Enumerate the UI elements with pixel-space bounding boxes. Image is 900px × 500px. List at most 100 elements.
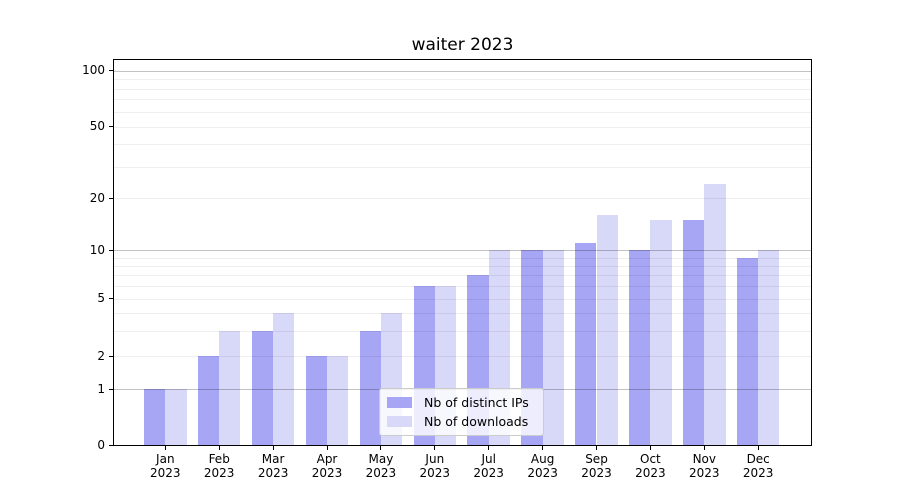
x-tick-label: Jan 2023 [135,452,195,480]
x-tick [488,446,490,450]
y-tick [109,388,113,390]
bar-distinct-ips-may [359,330,381,446]
gridline-minor [114,257,811,259]
x-tick-label: Nov 2023 [674,452,734,480]
bar-distinct-ips-feb [197,356,220,446]
x-tick-year: 2023 [419,465,451,480]
x-tick-label: Feb 2023 [189,452,249,480]
y-tick [109,355,113,357]
x-tick-year: 2023 [527,465,558,480]
x-tick-month: Oct [640,452,661,466]
x-tick-label: Mar 2023 [243,452,303,480]
bar-distinct-ips-nov [683,219,705,446]
y-tick [109,70,113,72]
x-tick-month: Nov [692,452,716,466]
y-tick-label: 5 [97,291,105,306]
x-tick-month: Sep [585,452,608,466]
x-tick-month: Mar [261,452,285,466]
x-tick-label: Sep 2023 [567,452,627,480]
x-tick-year: 2023 [635,465,666,480]
gridline-minor [114,126,811,128]
y-tick [109,197,113,199]
bar-distinct-ips-apr [305,356,327,446]
x-tick-label: Apr 2023 [297,452,357,480]
bar-distinct-ips-oct [629,250,651,446]
bar-distinct-ips-jan [144,389,166,446]
x-tick-month: May [368,452,394,466]
gridline-minor [114,166,811,168]
x-tick [703,446,705,450]
x-tick-month: Apr [316,452,338,466]
bar-downloads-mar [273,312,295,446]
x-tick-year: 2023 [365,465,397,480]
gridline-minor [114,356,811,358]
y-tick-label: 100 [82,63,105,78]
x-tick-year: 2023 [581,465,612,480]
legend-swatch-downloads [387,416,412,427]
y-tick-label: 50 [89,119,105,133]
x-tick [434,446,436,450]
bar-distinct-ips-sep [575,243,597,446]
x-tick-year: 2023 [689,465,720,480]
x-tick-label: Aug 2023 [513,452,573,480]
x-tick-year: 2023 [311,465,343,480]
x-tick-month: Dec [746,452,770,466]
chart-title: waiter 2023 [411,35,514,55]
y-tick [109,249,113,251]
y-tick [109,126,113,127]
x-tick-month: Jan [156,452,175,466]
y-tick [109,298,113,300]
gridline-minor [114,88,811,90]
x-tick-label: Dec 2023 [728,452,788,480]
x-tick-month: Aug [530,452,555,466]
gridline-minor [114,286,811,287]
bar-downloads-aug [542,250,564,446]
gridline-minor [114,99,811,101]
gridline-minor [114,79,811,81]
legend: Nb of distinct IPs Nb of downloads [379,388,544,436]
y-tick-label: 1 [97,381,105,396]
legend-label-distinct-ips: Nb of distinct IPs [424,395,529,410]
gridline-minor [114,330,811,332]
gridline-minor [114,298,811,300]
x-tick [272,446,274,450]
x-tick [326,446,328,450]
x-tick [596,446,597,450]
bar-downloads-sep [596,215,618,446]
gridline-minor [114,312,811,314]
legend-swatch-distinct-ips [387,397,412,408]
gridline-minor [114,265,811,267]
y-tick-label: 10 [89,242,105,257]
x-tick [164,446,166,450]
y-tick-label: 0 [97,437,105,452]
x-tick [542,446,544,450]
bar-downloads-dec [758,250,780,446]
bar-downloads-feb [219,330,241,446]
x-tick [757,446,759,450]
gridline-minor [114,111,811,113]
x-tick-year: 2023 [473,465,504,480]
x-tick [380,446,382,450]
plot-border [113,59,812,446]
legend-item-downloads: Nb of downloads [387,414,535,429]
x-tick-label: Oct 2023 [620,452,680,480]
x-tick [649,446,651,450]
x-tick-label: May 2023 [351,452,411,480]
gridline-minor [114,275,811,277]
bar-downloads-apr [327,356,349,446]
bar-downloads-nov [704,184,726,446]
legend-label-downloads: Nb of downloads [424,414,529,429]
legend-item-distinct-ips: Nb of distinct IPs [387,395,535,410]
x-tick-month: Jun [425,452,445,466]
x-tick-month: Jul [481,452,496,466]
gridline-minor [114,144,811,145]
y-tick-label: 20 [89,190,105,205]
y-tick-label: 2 [97,348,105,363]
gridline-major [114,250,811,252]
x-tick-year: 2023 [742,465,774,480]
x-tick-label: Jun 2023 [405,452,465,480]
x-tick-year: 2023 [203,465,235,480]
bar-downloads-jan [165,389,187,446]
x-tick-month: Feb [208,452,230,466]
